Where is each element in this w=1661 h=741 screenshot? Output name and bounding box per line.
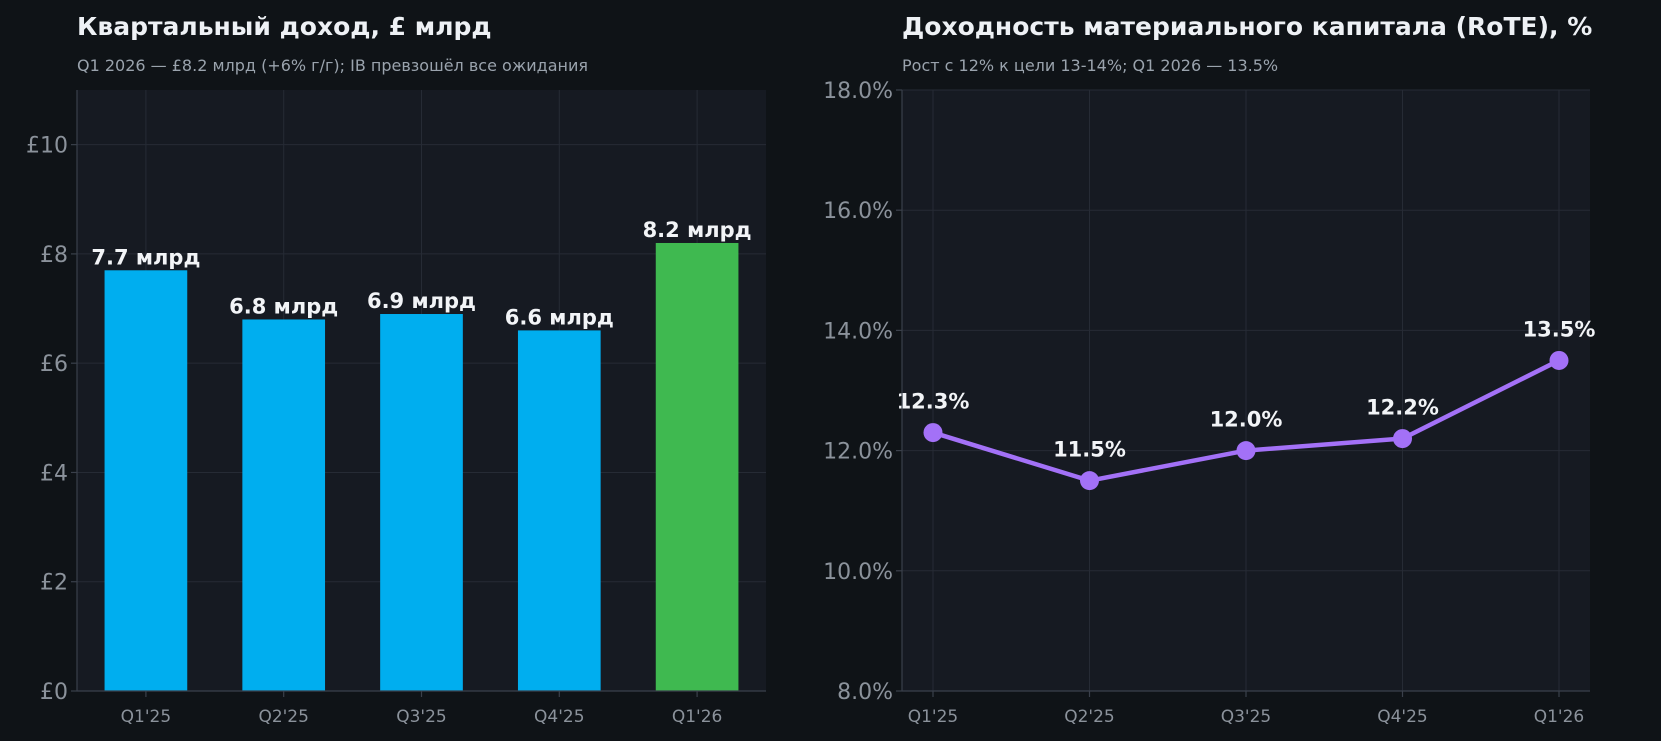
y-tick-label: £2 [40, 571, 68, 596]
x-tick-label: Q1'26 [672, 707, 723, 727]
x-tick-label: Q1'25 [908, 707, 959, 727]
y-tick-label: £4 [40, 461, 68, 486]
rote-chart: Доходность материального капитала (RoTE)… [823, 12, 1595, 727]
revenue-chart-title: Квартальный доход, £ млрд [77, 12, 492, 41]
bar [655, 242, 739, 691]
bar [517, 330, 601, 691]
data-point [1393, 429, 1412, 449]
bar [380, 314, 463, 691]
data-point [1080, 471, 1099, 491]
rote-x-axis: Q1'25 Q2'25 Q3'25 Q4'25 Q1'26 [902, 690, 1590, 727]
x-tick-label: Q4'25 [534, 707, 585, 727]
bar [104, 270, 188, 691]
rote-data-labels: 12.3% 11.5% 12.0% 12.2% 13.5% [897, 317, 1596, 461]
revenue-y-axis: £0 £2 £4 £6 £8 £10 [26, 90, 78, 705]
bar-data-label: 6.6 млрд [505, 305, 614, 329]
rote-line [923, 350, 1569, 491]
y-tick-label: £10 [26, 134, 68, 159]
revenue-data-labels: 7.7 млрд 6.8 млрд 6.9 млрд 6.6 млрд 8.2 млрд [91, 218, 751, 329]
y-tick-label: £0 [40, 680, 68, 705]
rote-y-axis: 8.0% 10.0% 12.0% 14.0% 16.0% 18.0% [823, 79, 903, 705]
data-point [1236, 441, 1256, 461]
x-tick-label: Q1'26 [1534, 707, 1585, 727]
point-data-label: 13.5% [1523, 317, 1596, 341]
y-tick-label: 8.0% [837, 680, 893, 705]
y-tick-label: £6 [40, 352, 68, 377]
point-data-label: 12.0% [1210, 408, 1283, 432]
data-point [1549, 350, 1569, 370]
y-tick-label: 10.0% [823, 560, 893, 585]
y-tick-label: 18.0% [823, 79, 893, 104]
bar [242, 319, 326, 691]
revenue-chart: Квартальный доход, £ млрд Q1 2026 — £8.2… [26, 12, 766, 727]
x-tick-label: Q4'25 [1377, 707, 1428, 727]
y-tick-label: 12.0% [823, 440, 893, 465]
x-tick-label: Q3'25 [396, 707, 447, 727]
y-tick-label: 16.0% [823, 199, 893, 224]
bar-data-label: 8.2 млрд [643, 218, 752, 242]
point-data-label: 11.5% [1053, 438, 1126, 462]
x-tick-label: Q3'25 [1221, 707, 1272, 727]
revenue-bars [104, 242, 739, 691]
bar-data-label: 7.7 млрд [91, 245, 200, 269]
bar-data-label: 6.8 млрд [229, 294, 338, 318]
rote-chart-subtitle: Рост с 12% к цели 13-14%; Q1 2026 — 13.5… [902, 56, 1278, 75]
y-tick-label: 14.0% [823, 319, 893, 344]
x-tick-label: Q1'25 [121, 707, 172, 727]
x-tick-label: Q2'25 [1064, 707, 1115, 727]
rote-chart-title: Доходность материального капитала (RoTE)… [902, 12, 1592, 41]
revenue-chart-subtitle: Q1 2026 — £8.2 млрд (+6% г/г); IB превзо… [77, 56, 588, 75]
data-point [923, 423, 943, 443]
y-tick-label: £8 [40, 243, 68, 268]
point-data-label: 12.2% [1366, 396, 1439, 420]
point-data-label: 12.3% [897, 390, 970, 414]
bar-data-label: 6.9 млрд [367, 289, 476, 313]
x-tick-label: Q2'25 [258, 707, 309, 727]
revenue-x-axis: Q1'25 Q2'25 Q3'25 Q4'25 Q1'26 [77, 690, 766, 727]
